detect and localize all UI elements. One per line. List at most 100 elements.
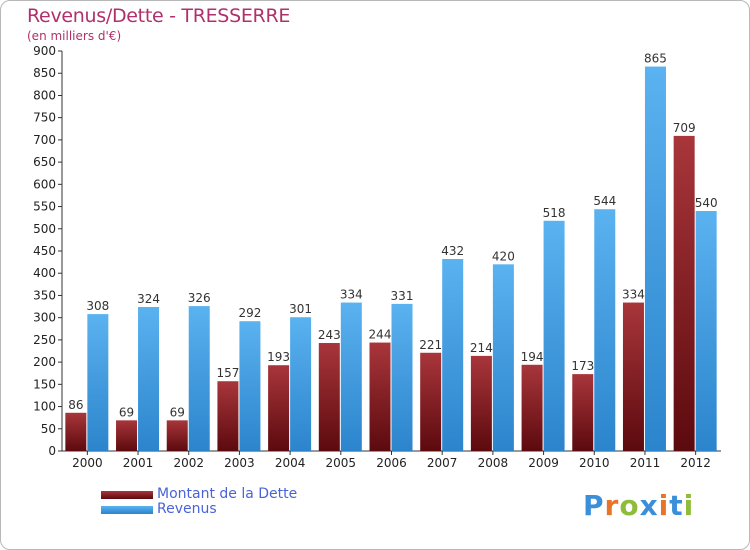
x-tick-label: 2001: [123, 456, 154, 470]
y-tick-label: 350: [33, 288, 56, 302]
data-label-revenus: 301: [289, 302, 312, 316]
bar-revenus: [695, 211, 717, 451]
bar-dette: [521, 364, 543, 451]
y-tick-label: 250: [33, 333, 56, 347]
legend-swatch-dette: [101, 491, 153, 499]
data-label-revenus: 331: [391, 289, 414, 303]
x-tick-label: 2000: [72, 456, 103, 470]
x-tick-label: 2011: [630, 456, 661, 470]
bar-dette: [268, 365, 290, 451]
bar-dette: [318, 343, 340, 451]
data-label-dette: 157: [216, 366, 239, 380]
data-label-revenus: 432: [441, 244, 464, 258]
y-tick-label: 450: [33, 244, 56, 258]
data-label-dette: 69: [119, 405, 134, 419]
bar-dette: [622, 302, 644, 451]
y-tick-label: 800: [33, 88, 56, 102]
bar-revenus: [391, 303, 413, 451]
bar-revenus: [594, 209, 616, 451]
legend-swatch-revenus: [101, 506, 153, 514]
bar-revenus: [290, 317, 312, 451]
data-label-revenus: 420: [492, 249, 515, 263]
data-label-dette: 173: [571, 359, 594, 373]
data-label-revenus: 544: [593, 194, 616, 208]
x-tick-label: 2004: [275, 456, 306, 470]
legend-label-revenus: Revenus: [157, 501, 217, 517]
logo-letter: r: [604, 489, 620, 522]
y-tick-label: 850: [33, 66, 56, 80]
bar-revenus: [87, 314, 109, 451]
x-tick-label: 2003: [224, 456, 255, 470]
bar-dette: [65, 412, 87, 451]
x-tick-label: 2007: [427, 456, 458, 470]
chart-subtitle: (en milliers d'€): [27, 29, 122, 43]
bar-revenus: [543, 220, 565, 451]
bar-revenus: [138, 307, 160, 451]
bar-revenus: [644, 66, 666, 452]
data-label-dette: 214: [470, 341, 493, 355]
logo-letter: t: [669, 489, 684, 522]
logo-letter: P: [583, 489, 605, 522]
data-label-revenus: 324: [137, 292, 160, 306]
y-tick-label: 0: [48, 444, 56, 458]
bar-dette: [116, 420, 138, 451]
y-tick-label: 550: [33, 200, 56, 214]
data-label-revenus: 865: [644, 52, 667, 66]
data-label-dette: 194: [521, 350, 544, 364]
x-tick-label: 2002: [173, 456, 204, 470]
data-label-dette: 221: [419, 338, 442, 352]
data-label-dette: 244: [369, 328, 392, 342]
bar-revenus: [492, 264, 514, 451]
logo-letter: i: [683, 489, 695, 522]
data-label-dette: 193: [267, 350, 290, 364]
y-tick-label: 300: [33, 311, 56, 325]
y-tick-label: 900: [33, 44, 56, 58]
bar-revenus: [239, 321, 261, 451]
y-tick-label: 500: [33, 222, 56, 236]
data-label-revenus: 308: [86, 299, 109, 313]
bar-dette: [369, 342, 391, 451]
bar-dette: [420, 352, 442, 451]
y-tick-label: 200: [33, 355, 56, 369]
proxiti-logo: Proxiti: [583, 489, 694, 522]
data-label-revenus: 334: [340, 288, 363, 302]
bar-revenus: [442, 259, 464, 451]
x-tick-label: 2005: [326, 456, 357, 470]
logo-letter: x: [639, 489, 659, 522]
x-tick-label: 2006: [376, 456, 407, 470]
bar-dette: [166, 420, 188, 451]
data-label-dette: 243: [318, 328, 341, 342]
bar-revenus: [188, 306, 210, 451]
data-label-revenus: 292: [238, 306, 261, 320]
x-tick-label: 2010: [579, 456, 610, 470]
bar-revenus: [340, 302, 362, 451]
logo-letter: o: [619, 489, 640, 522]
chart-title: Revenus/Dette - TRESSERRE: [27, 5, 291, 27]
x-tick-label: 2009: [528, 456, 559, 470]
data-label-dette: 334: [622, 288, 645, 302]
y-tick-label: 100: [33, 400, 56, 414]
y-tick-label: 700: [33, 133, 56, 147]
y-tick-label: 650: [33, 155, 56, 169]
data-label-dette: 69: [170, 405, 185, 419]
logo-letter: i: [658, 489, 670, 522]
y-tick-label: 600: [33, 177, 56, 191]
data-label-dette: 86: [68, 398, 83, 412]
y-tick-label: 400: [33, 266, 56, 280]
data-label-revenus: 540: [695, 196, 718, 210]
data-label-revenus: 518: [543, 206, 566, 220]
legend-label-dette: Montant de la Dette: [157, 486, 298, 502]
data-label-dette: 709: [673, 121, 696, 135]
x-tick-label: 2012: [680, 456, 711, 470]
bar-dette: [572, 374, 594, 451]
bar-dette: [470, 355, 492, 451]
y-tick-label: 50: [41, 422, 56, 436]
data-label-revenus: 326: [188, 291, 211, 305]
y-tick-label: 150: [33, 377, 56, 391]
bar-dette: [673, 135, 695, 451]
y-tick-label: 750: [33, 111, 56, 125]
x-tick-label: 2008: [478, 456, 509, 470]
bar-dette: [217, 381, 239, 451]
